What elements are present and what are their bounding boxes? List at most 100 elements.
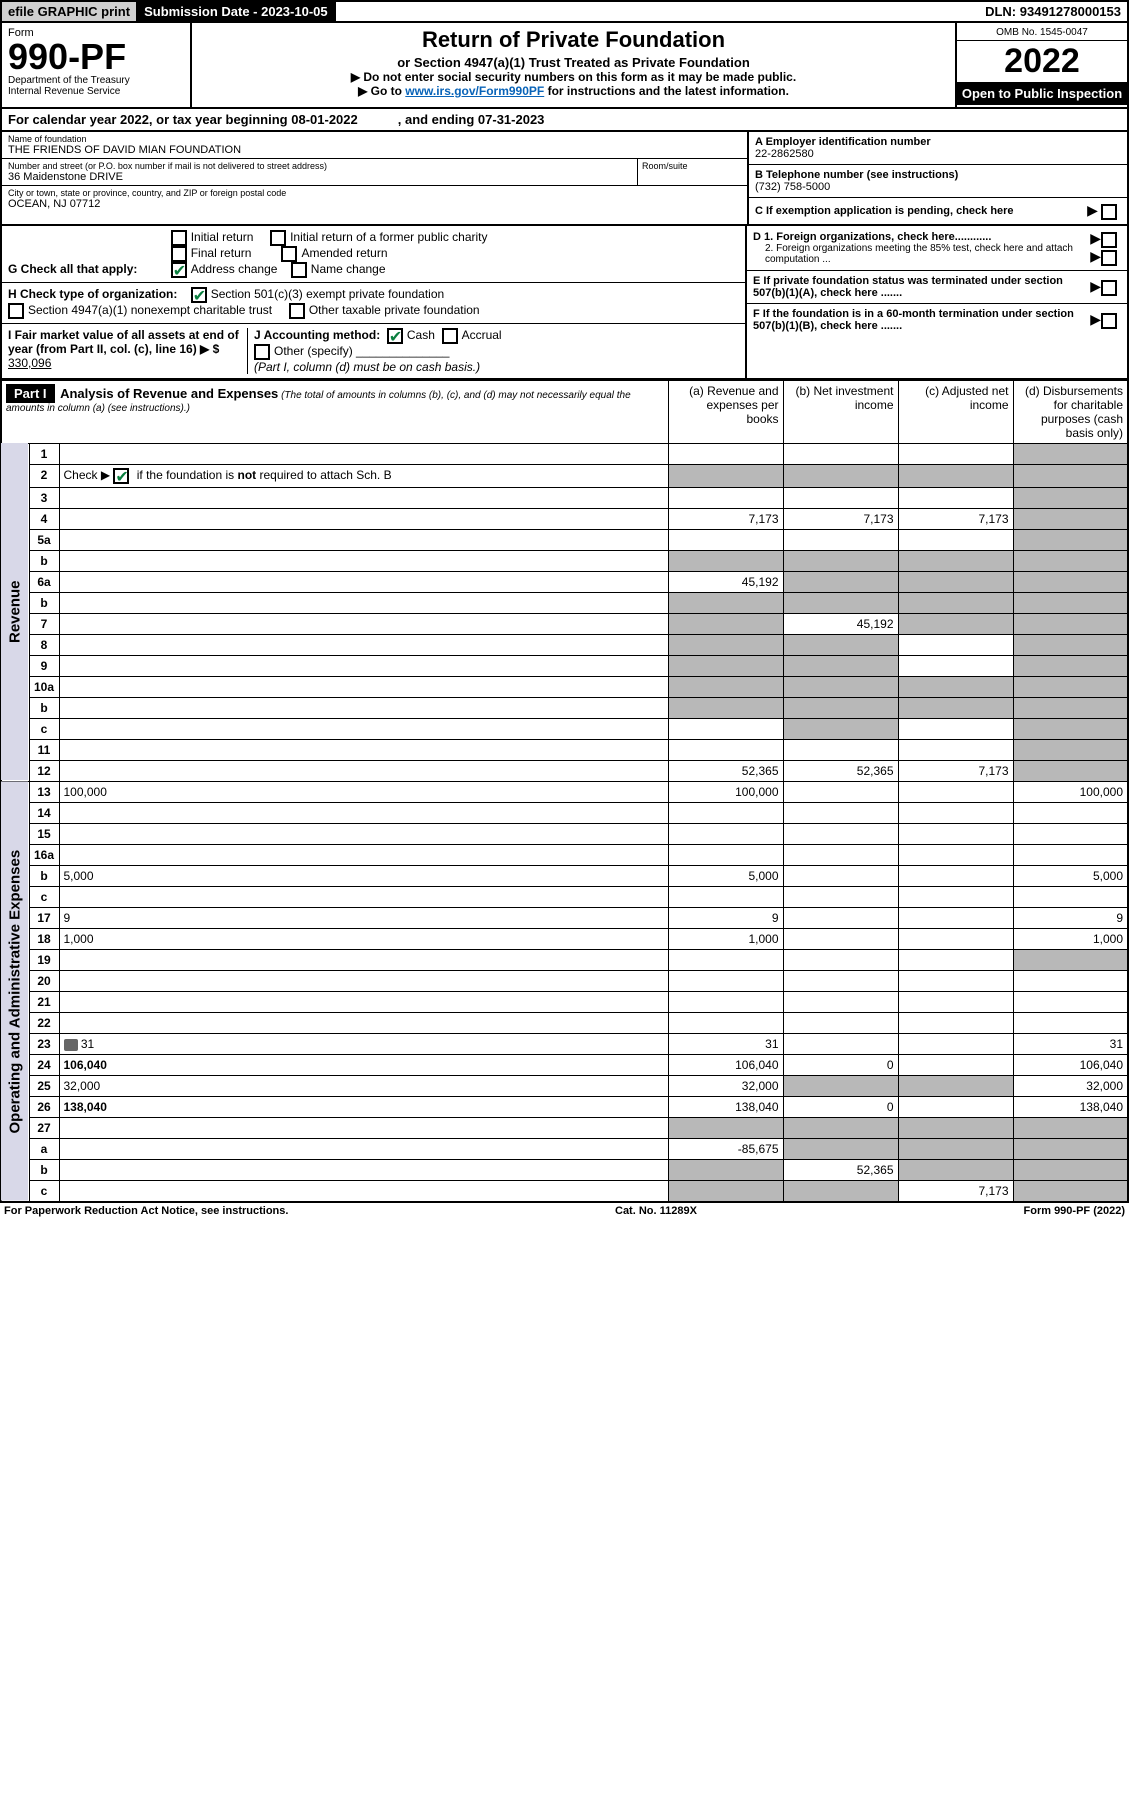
line-number: 19: [29, 949, 59, 970]
g-amended-return[interactable]: [281, 246, 297, 262]
form990pf-link[interactable]: www.irs.gov/Form990PF: [405, 84, 544, 98]
table-row: b: [1, 592, 1128, 613]
amount-cell: [1013, 655, 1128, 676]
form-number: 990-PF: [8, 39, 184, 75]
address-row: Number and street (or P.O. box number if…: [2, 159, 747, 186]
dln: DLN: 93491278000153: [979, 2, 1127, 21]
dept-treasury: Department of the Treasury: [8, 75, 184, 86]
amount-cell: 7,173: [898, 760, 1013, 781]
ein-section: A Employer identification number 22-2862…: [749, 132, 1127, 165]
table-row: c: [1, 718, 1128, 739]
g-opt-3: Amended return: [301, 246, 387, 260]
g-initial-return[interactable]: [171, 230, 187, 246]
e-checkbox[interactable]: [1101, 280, 1117, 296]
footer: For Paperwork Reduction Act Notice, see …: [0, 1203, 1129, 1219]
j-accrual-label: Accrual: [462, 328, 502, 342]
line-number: b: [29, 697, 59, 718]
g-opt-2: Final return: [191, 246, 252, 260]
amount-cell: [783, 571, 898, 592]
line-description: 138,040: [59, 1096, 668, 1117]
j-other[interactable]: [254, 344, 270, 360]
g-final-return[interactable]: [171, 246, 187, 262]
amount-cell: [783, 1180, 898, 1202]
amount-cell: [898, 1012, 1013, 1033]
efile-print-button[interactable]: efile GRAPHIC print: [2, 2, 138, 21]
table-row: 11: [1, 739, 1128, 760]
line-number: 15: [29, 823, 59, 844]
f-checkbox[interactable]: [1101, 313, 1117, 329]
d1-label: D 1. Foreign organizations, check here..…: [753, 231, 991, 243]
table-row: 21: [1, 991, 1128, 1012]
part1-title: Analysis of Revenue and Expenses: [60, 386, 278, 401]
table-row: 8: [1, 634, 1128, 655]
g-name-change[interactable]: [291, 262, 307, 278]
line-number: 1: [29, 443, 59, 464]
amount-cell: [783, 443, 898, 464]
amount-cell: [668, 886, 783, 907]
amount-cell: [1013, 760, 1128, 781]
line-description: 1,000: [59, 928, 668, 949]
line-description: [59, 529, 668, 550]
amount-cell: [1013, 508, 1128, 529]
addr-label: Number and street (or P.O. box number if…: [8, 161, 631, 171]
line-description: 9: [59, 907, 668, 928]
j-accrual[interactable]: [442, 328, 458, 344]
line-number: 22: [29, 1012, 59, 1033]
column-headers: Part I Analysis of Revenue and Expenses …: [1, 380, 1128, 443]
amount-cell: [783, 697, 898, 718]
table-row: 22: [1, 1012, 1128, 1033]
amount-cell: [898, 550, 1013, 571]
amount-cell: [1013, 844, 1128, 865]
j-cash[interactable]: [387, 328, 403, 344]
amount-cell: [783, 886, 898, 907]
e-row: E If private foundation status was termi…: [747, 271, 1127, 304]
ij-row: I Fair market value of all assets at end…: [2, 324, 745, 378]
amount-cell: [898, 886, 1013, 907]
amount-cell: [668, 1180, 783, 1202]
h-501c3[interactable]: [191, 287, 207, 303]
h-4947a1[interactable]: [8, 303, 24, 319]
table-row: 9: [1, 655, 1128, 676]
form-subtitle-3: ▶ Go to www.irs.gov/Form990PF for instru…: [198, 84, 949, 98]
c-checkbox[interactable]: [1101, 204, 1117, 220]
h-other-taxable[interactable]: [289, 303, 305, 319]
line-description: 32,000: [59, 1075, 668, 1096]
room-label: Room/suite: [642, 161, 688, 171]
line-description: [59, 1159, 668, 1180]
g-address-change[interactable]: [171, 262, 187, 278]
d2-checkbox[interactable]: [1101, 250, 1117, 266]
line-number: b: [29, 592, 59, 613]
street-cell: Number and street (or P.O. box number if…: [2, 159, 637, 185]
amount-cell: [898, 1096, 1013, 1117]
amount-cell: [668, 529, 783, 550]
line-number: 11: [29, 739, 59, 760]
amount-cell: [898, 970, 1013, 991]
amount-cell: 100,000: [668, 781, 783, 802]
amount-cell: 52,365: [783, 760, 898, 781]
h-opt-3: Other taxable private foundation: [309, 303, 480, 317]
line-number: 3: [29, 487, 59, 508]
amount-cell: [1013, 676, 1128, 697]
g-opt-1: Initial return of a former public charit…: [290, 230, 487, 244]
line-description: [59, 970, 668, 991]
phone-label: B Telephone number (see instructions): [755, 169, 1121, 181]
amount-cell: 106,040: [668, 1054, 783, 1075]
schb-checkbox[interactable]: [113, 468, 129, 484]
line-number: c: [29, 1180, 59, 1202]
g-opt-0: Initial return: [191, 230, 254, 244]
g-initial-public[interactable]: [270, 230, 286, 246]
amount-cell: [783, 739, 898, 760]
amount-cell: [1013, 529, 1128, 550]
line-description: [59, 634, 668, 655]
amount-cell: [668, 970, 783, 991]
line-description: [59, 508, 668, 529]
table-row: c: [1, 886, 1128, 907]
j-cash-label: Cash: [407, 328, 435, 342]
amount-cell: 106,040: [1013, 1054, 1128, 1075]
part1-label: Part I: [6, 384, 55, 403]
h-opt-1: Section 501(c)(3) exempt private foundat…: [211, 287, 444, 301]
attachment-icon[interactable]: [64, 1039, 78, 1051]
line-description: [59, 991, 668, 1012]
d1-checkbox[interactable]: [1101, 232, 1117, 248]
entity-right: A Employer identification number 22-2862…: [747, 132, 1127, 224]
